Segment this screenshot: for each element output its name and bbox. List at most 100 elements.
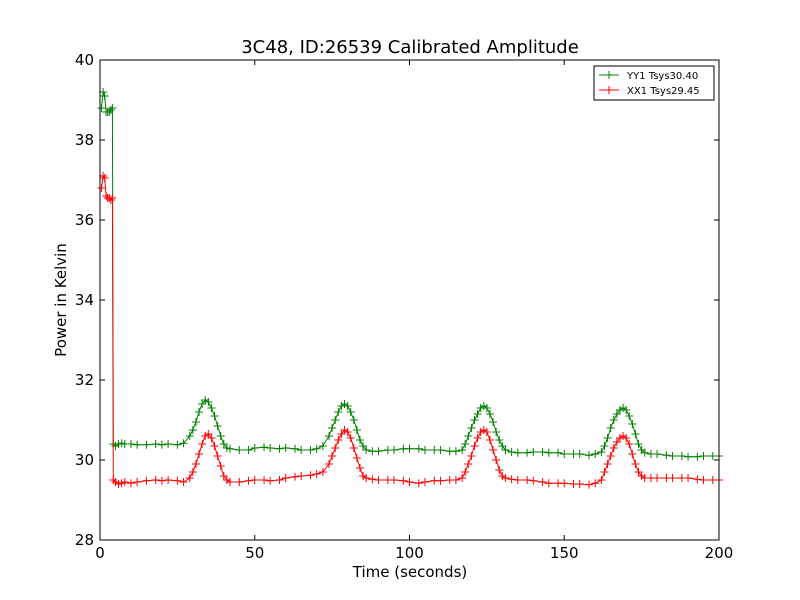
data-point [523,476,532,484]
data-point [235,478,244,486]
data-point [349,444,358,452]
data-point [684,452,693,461]
data-point [195,450,204,458]
series-2 [97,172,723,489]
data-point [603,460,612,468]
data-point [109,476,118,484]
data-point [467,452,476,460]
data-point [352,454,361,462]
y-tick-label: 30 [75,451,94,469]
data-point [405,444,414,453]
data-point [492,428,501,436]
plot-area [97,88,723,489]
data-point [164,476,173,484]
data-point [185,474,194,482]
data-point [179,478,188,486]
data-point [575,450,584,458]
data-point [100,174,109,182]
data-point [210,442,219,450]
data-point [507,475,516,484]
data-point [597,476,606,484]
data-point [482,428,491,436]
data-point [368,475,377,484]
data-point [640,448,649,457]
data-point [470,442,479,450]
data-point [485,410,494,418]
x-tick-label: 50 [245,544,264,562]
data-point [216,432,225,440]
data-point [250,476,259,484]
x-tick-label: 200 [705,544,734,562]
data-point [461,468,470,476]
data-point [244,476,253,485]
data-point [628,420,637,428]
data-point [414,479,423,488]
data-point [414,444,423,453]
data-point [331,444,340,452]
data-point [157,440,166,449]
data-point [591,450,600,458]
data-point [297,472,306,480]
data-point [216,462,225,470]
data-point [281,444,290,452]
data-point [362,474,371,482]
data-point [668,452,677,460]
data-point [693,475,702,484]
chart-title: 3C48, ID:26539 Calibrated Amplitude [241,37,579,58]
data-point [634,440,643,448]
data-point [560,450,569,458]
data-point [513,476,522,484]
data-point [420,446,429,454]
data-point [529,448,538,456]
data-point [126,440,135,448]
data-point [213,422,222,430]
data-point [106,196,115,204]
x-tick-label: 100 [395,544,424,562]
data-point [529,476,538,485]
data-point [297,446,306,454]
data-point [173,476,182,485]
data-point [609,416,618,424]
data-point [250,444,259,452]
data-point [699,476,708,484]
data-point [260,476,269,484]
series-line [101,174,719,486]
data-point [343,428,352,436]
data-point [151,476,160,484]
data-point [207,434,216,442]
data-point [225,478,234,486]
data-point [204,398,213,406]
data-point [451,447,460,456]
data-point [405,478,414,486]
series-1 [97,88,723,461]
data-point [142,476,151,485]
data-point [207,404,216,412]
data-point [653,474,662,482]
data-point [106,106,115,114]
data-point [609,444,618,452]
data-point [390,476,399,484]
legend-marker [605,86,613,94]
data-point [325,432,334,440]
data-point [538,478,547,486]
data-point [374,447,383,456]
data-point [100,92,109,100]
legend-marker [605,71,613,79]
data-point [325,460,334,468]
data-point [482,404,491,412]
data-point [191,418,200,426]
data-point [591,479,600,488]
data-point [188,468,197,476]
data-point [346,434,355,442]
data-point [120,478,129,486]
data-point [374,476,383,484]
data-point [597,448,606,456]
data-point [544,448,553,457]
data-point [346,408,355,416]
data-point [473,410,482,418]
data-point [281,474,290,482]
data-point [275,476,284,484]
data-point [188,426,197,434]
data-point [318,468,327,476]
data-point [290,472,299,481]
